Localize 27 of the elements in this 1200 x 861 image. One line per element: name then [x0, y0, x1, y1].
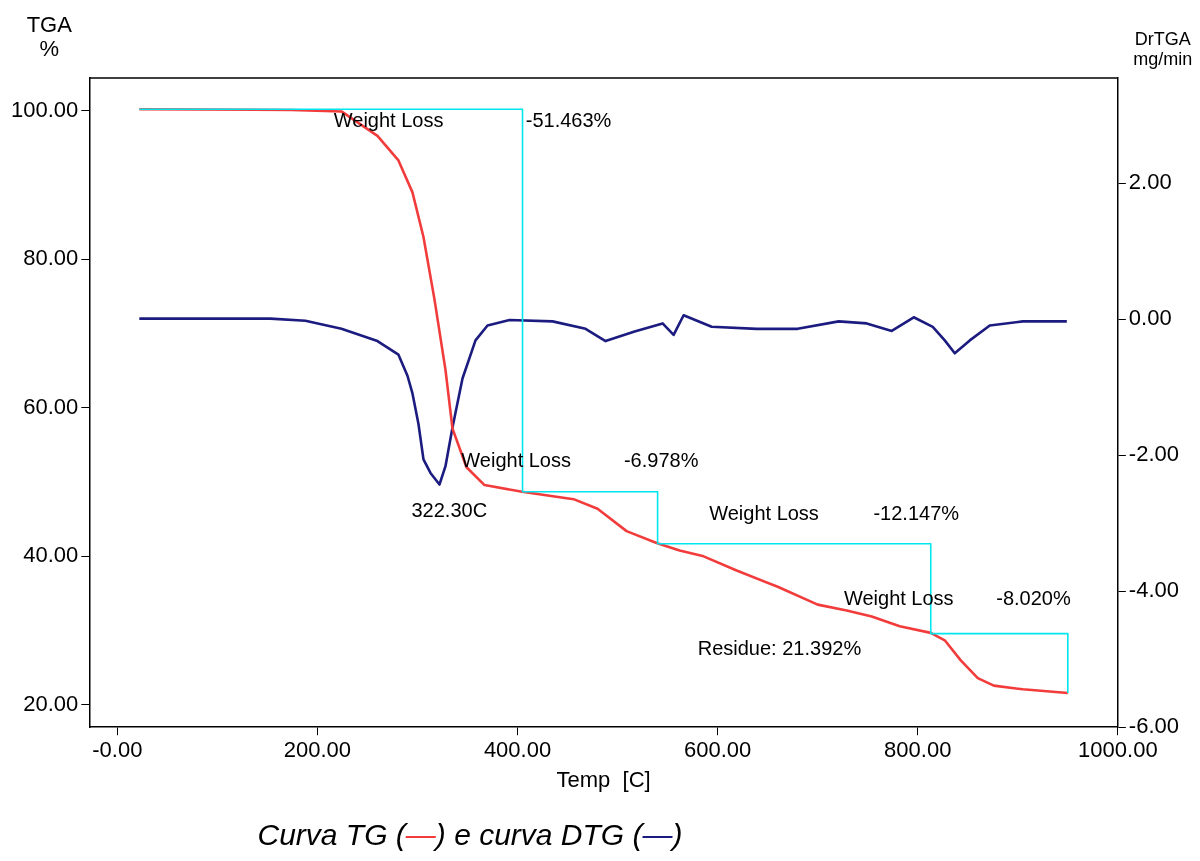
x-tick-label: 600.00	[683, 737, 752, 763]
x-tick-label: 1000.00	[1078, 737, 1158, 763]
y-tick-label: 100.00	[10, 96, 79, 122]
y2-axis-title: DrTGA mg/min	[1133, 28, 1193, 69]
annotation: -6.978%	[623, 449, 699, 472]
y-axis-title: TGA %	[26, 12, 73, 62]
y-tick-label: 20.00	[23, 690, 79, 716]
y2-tick-label: -6.00	[1128, 713, 1180, 739]
x-axis-title: Temp [C]	[556, 766, 651, 792]
annotation: -51.463%	[525, 109, 612, 132]
y2-tick-label: 2.00	[1128, 169, 1172, 195]
y2-tick-label: -4.00	[1128, 577, 1180, 603]
annotation: 322.30C	[411, 498, 488, 521]
annotation: Weight Loss	[709, 502, 819, 525]
text: Curva TG (—) e curva DTG (—)	[257, 818, 683, 851]
y2-tick-label: -2.00	[1128, 441, 1180, 467]
y-tick-label: 80.00	[23, 245, 79, 271]
annotation: -8.020%	[996, 587, 1071, 610]
x-tick-label: -0.00	[92, 737, 143, 763]
x-tick-label: 200.00	[283, 737, 352, 763]
x-tick-label: 400.00	[483, 737, 552, 763]
y-tick-label: 60.00	[23, 393, 79, 419]
annotation: Residue: 21.392%	[697, 636, 862, 659]
y2-tick-label: 0.00	[1128, 305, 1172, 331]
y-tick-label: 40.00	[23, 542, 79, 568]
x-tick-label: 800.00	[884, 737, 952, 763]
annotation: -12.147%	[873, 502, 960, 525]
